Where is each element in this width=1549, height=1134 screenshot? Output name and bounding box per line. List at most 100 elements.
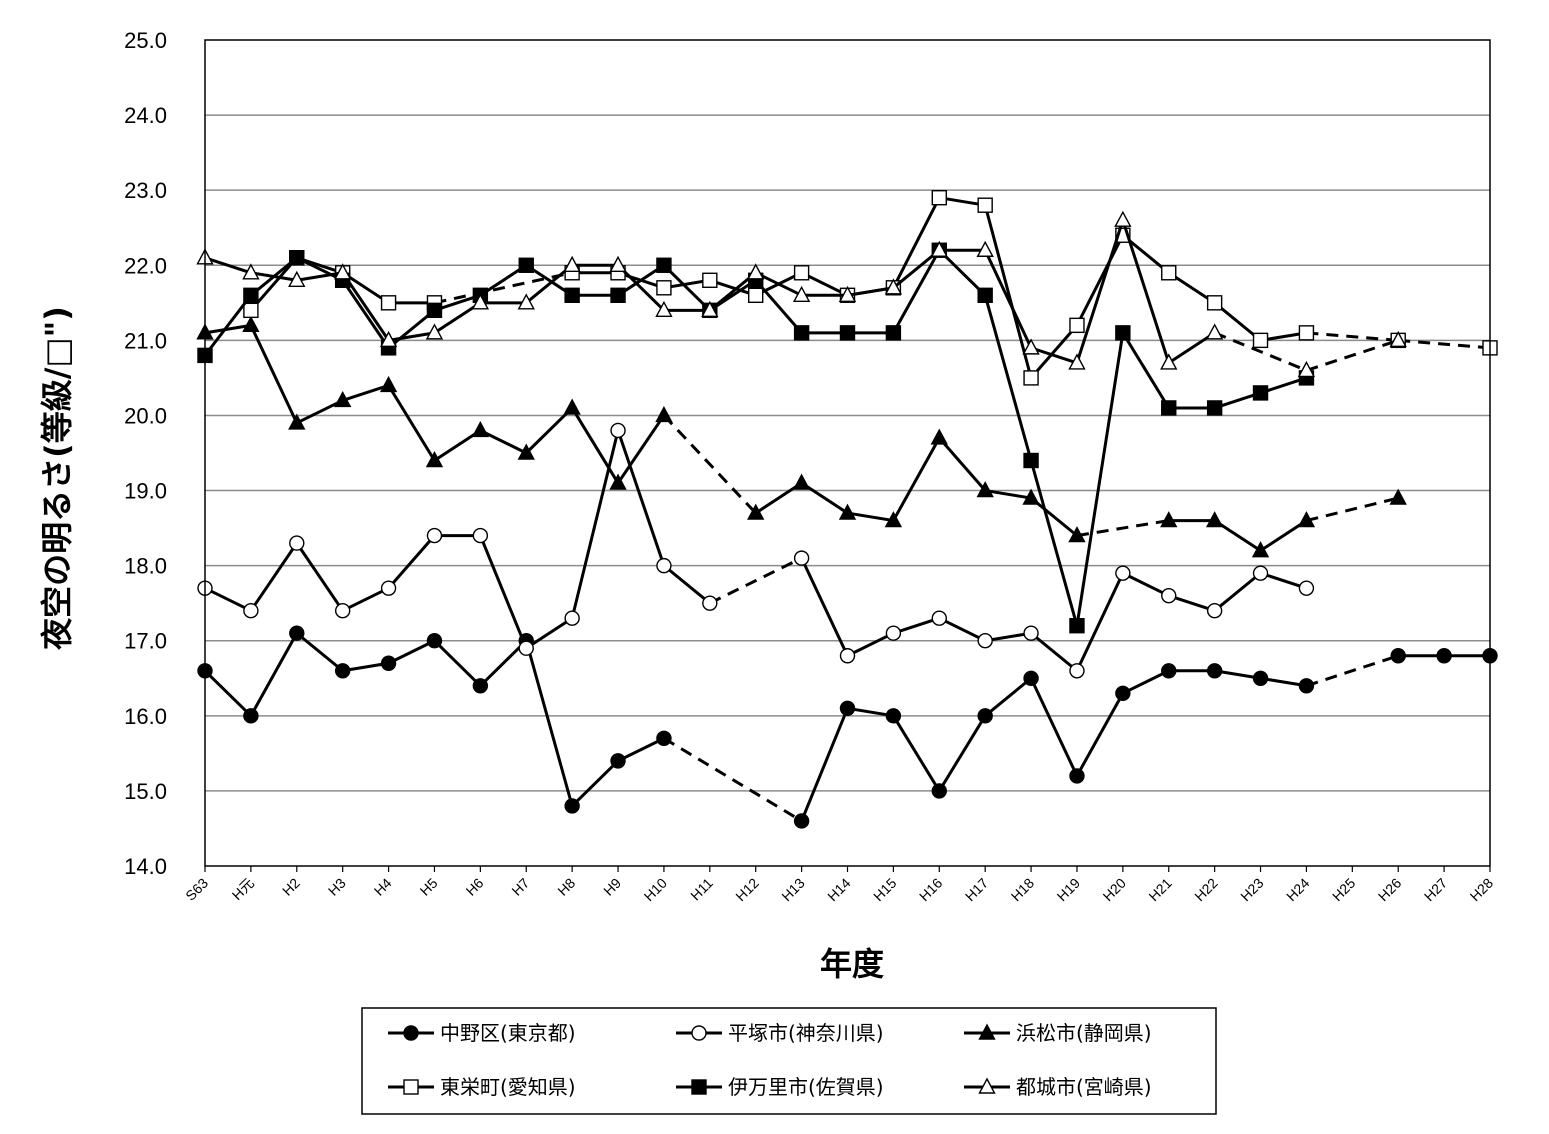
series-5	[196, 210, 1407, 378]
data-point	[380, 580, 397, 596]
data-point	[425, 323, 444, 340]
series-line	[892, 616, 940, 635]
data-point	[702, 272, 718, 288]
data-point	[1160, 353, 1178, 370]
series-line	[204, 256, 252, 275]
series-gap-line	[1398, 338, 1491, 350]
data-point	[610, 753, 626, 769]
series-line	[295, 632, 344, 672]
data-point	[1206, 400, 1223, 416]
x-tick-label: H15	[870, 875, 900, 905]
data-point	[1115, 565, 1131, 581]
data-point	[885, 625, 902, 641]
data-point	[1068, 353, 1086, 370]
data-point	[564, 798, 580, 814]
gridlines	[205, 114, 1490, 792]
y-tick-label: 23.0	[124, 178, 167, 203]
series-line	[249, 324, 299, 424]
data-point	[1069, 663, 1085, 679]
data-point	[793, 325, 810, 341]
legend-item-1: 平塚市(神奈川県)	[676, 1021, 884, 1045]
y-tick-label: 15.0	[124, 779, 167, 804]
x-tick-label: H26	[1375, 875, 1405, 905]
data-point	[884, 278, 903, 295]
series-line	[1213, 571, 1262, 612]
series-line	[847, 706, 894, 718]
data-point	[517, 293, 535, 310]
data-point	[1298, 580, 1315, 596]
legend-item-3: 東栄町(愛知県)	[388, 1075, 576, 1099]
x-tick-label: H6	[463, 875, 487, 899]
series-line	[1168, 594, 1216, 613]
series-line	[892, 197, 941, 289]
data-point	[426, 302, 443, 319]
data-point	[243, 602, 259, 619]
data-point	[380, 655, 397, 671]
data-point	[610, 287, 626, 304]
series-line	[616, 414, 666, 484]
data-point	[931, 189, 947, 206]
y-tick-label: 17.0	[124, 629, 167, 654]
x-tick-label: H20	[1100, 875, 1130, 905]
data-point	[1023, 670, 1039, 686]
data-point	[1069, 618, 1085, 634]
series-line	[295, 542, 344, 612]
legend-label: 平塚市(神奈川県)	[728, 1021, 884, 1045]
series-gap-line	[1305, 654, 1399, 688]
data-point	[792, 473, 811, 490]
data-point	[931, 610, 947, 626]
series-line	[800, 557, 849, 657]
series-line	[1260, 676, 1307, 688]
data-point	[838, 285, 857, 303]
data-point	[1205, 323, 1224, 340]
series-line	[938, 616, 986, 643]
data-point	[243, 302, 259, 319]
series-line	[1029, 677, 1079, 777]
x-tick-label: H9	[600, 875, 624, 899]
data-point	[1069, 317, 1085, 334]
x-tick-label: H7	[508, 875, 532, 899]
data-point	[1161, 400, 1177, 416]
plot-frame	[204, 39, 1491, 867]
legend-label: 浜松市(静岡県)	[1016, 1021, 1152, 1045]
data-point	[1160, 511, 1178, 528]
data-point	[1298, 678, 1315, 694]
series-line	[892, 437, 941, 522]
data-point	[1252, 670, 1269, 686]
data-point	[655, 300, 673, 318]
data-point	[426, 527, 443, 544]
data-point	[471, 293, 490, 310]
series-line	[524, 640, 574, 807]
data-point	[472, 678, 489, 694]
data-point	[564, 287, 580, 304]
data-point	[977, 708, 993, 724]
series-gap-line	[1306, 496, 1399, 523]
data-point	[379, 330, 398, 348]
series-gap-line	[1214, 331, 1307, 372]
data-point	[1115, 325, 1131, 341]
series-line	[250, 271, 298, 282]
data-point	[288, 270, 306, 287]
data-point	[976, 240, 994, 257]
legend-marker	[978, 1023, 996, 1040]
data-point	[793, 813, 810, 829]
x-tick-label: H2	[279, 875, 303, 899]
data-point	[518, 257, 534, 273]
legend-box	[361, 1007, 1217, 1115]
data-point	[1069, 768, 1085, 784]
x-tick-label: H23	[1237, 875, 1267, 905]
series-line	[616, 429, 666, 567]
data-point	[655, 405, 673, 423]
data-point	[289, 625, 305, 641]
legend-marker	[403, 1025, 419, 1041]
x-tick-label: H5	[417, 875, 441, 899]
series-line	[571, 759, 620, 807]
data-point	[518, 640, 534, 656]
series-line	[296, 271, 343, 282]
series-line	[1075, 219, 1125, 364]
legend-marker	[691, 1079, 707, 1095]
data-point	[1022, 338, 1040, 355]
series-line	[983, 249, 1033, 349]
series-line	[800, 707, 849, 822]
